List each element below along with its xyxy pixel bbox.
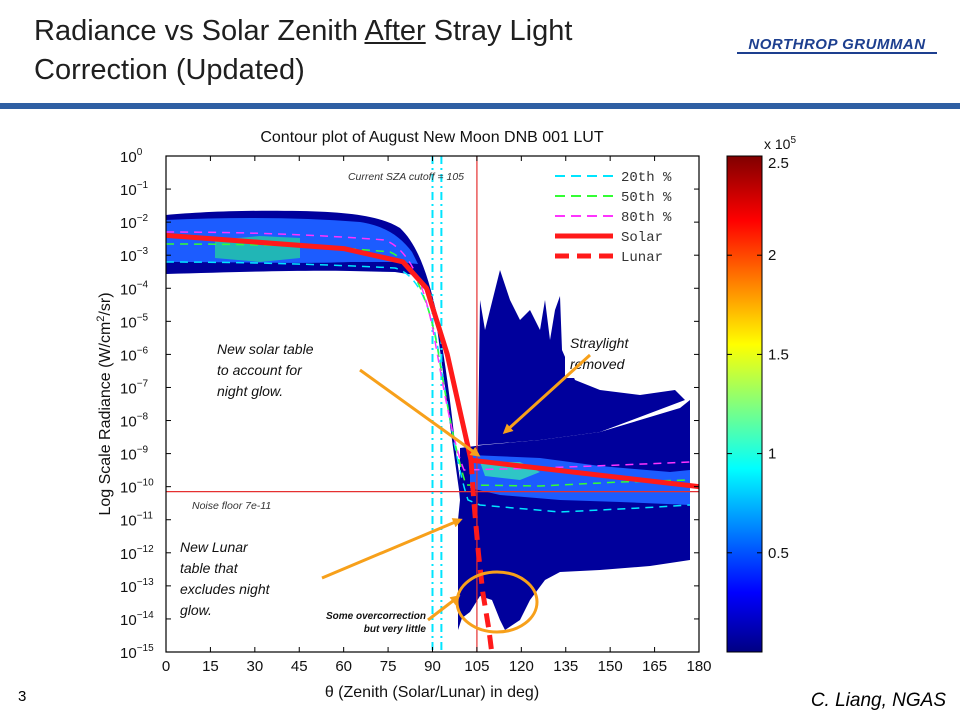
annotation-overcorrection: Some overcorrection but very little	[326, 611, 426, 635]
x-tick-label: 0	[162, 658, 170, 675]
x-tick-label: 45	[291, 658, 308, 675]
annotation-overcorrection-line1: Some overcorrection	[326, 611, 426, 622]
page-number: 3	[18, 688, 27, 705]
series-lunar-line	[468, 460, 495, 652]
annotation-new-solar-line3: night glow.	[217, 383, 283, 399]
arrow-overcorrection	[427, 595, 461, 622]
svg-text:NORTHROP GRUMMAN: NORTHROP GRUMMAN	[748, 36, 926, 53]
legend-label: 80th %	[621, 210, 672, 226]
y-tick-label: 10−9	[120, 445, 149, 464]
y-tick-label: 10−15	[120, 643, 154, 662]
x-axis: 0 15 30 45 60 75 90 105 120 135 150 165 180	[162, 156, 712, 675]
x-tick-label: 60	[335, 658, 352, 675]
y-axis-label: Log Scale Radiance (W/cm2/sr)	[95, 292, 114, 515]
colorbar-multiplier: x 105	[764, 135, 796, 152]
colorbar-ticks: 0.5 1 1.5 2 2.5	[727, 155, 789, 562]
colorbar	[726, 155, 763, 653]
legend: 20th % 50th % 80th % Solar Lunar	[547, 162, 689, 266]
x-tick-label: 135	[553, 658, 578, 675]
y-tick-label: 10−13	[120, 577, 154, 596]
y-tick-label: 10−3	[120, 246, 149, 265]
y-tick-label: 10−2	[120, 213, 149, 232]
noise-floor-label: Noise floor 7e-11	[192, 500, 271, 512]
y-tick-label: 10−11	[120, 511, 153, 530]
annotation-new-lunar-line4: glow.	[180, 602, 212, 618]
x-tick-label: 180	[686, 658, 711, 675]
x-tick-label: 90	[424, 658, 441, 675]
x-tick-label: 165	[642, 658, 667, 675]
colorbar-tick-label: 1.5	[768, 346, 789, 363]
percentile-curves	[166, 231, 691, 513]
overcorrection-circle	[455, 570, 539, 634]
y-tick-label: 10−5	[120, 312, 149, 331]
colorbar-tick-label: 1	[768, 446, 776, 463]
annotation-new-lunar-line2: table that	[180, 560, 239, 576]
colorbar-tick-label: 0.5	[768, 545, 789, 562]
x-tick-label: 30	[246, 658, 263, 675]
annotation-arrows	[321, 353, 592, 634]
title-rule	[0, 103, 960, 109]
x-tick-label: 120	[509, 658, 534, 675]
y-tick-label: 10−14	[120, 610, 154, 629]
y-tick-label: 10−1	[120, 180, 149, 199]
legend-label: 20th %	[621, 170, 672, 186]
annotation-new-lunar-line3: excludes night	[180, 581, 271, 597]
annotation-overcorrection-line2: but very little	[364, 624, 427, 635]
annotation-new-lunar: New Lunar table that excludes night glow…	[180, 539, 271, 618]
arrow-new-solar	[359, 368, 481, 457]
arrow-new-lunar	[321, 518, 463, 580]
arrow-straylight	[502, 353, 592, 435]
legend-label: 50th %	[621, 190, 672, 206]
annotation-new-solar: New solar table to account for night glo…	[217, 341, 314, 399]
author-credit: C. Liang, NGAS	[810, 690, 946, 711]
contour-fill-straylight-spikes	[478, 270, 685, 445]
legend-label: Lunar	[621, 250, 663, 266]
x-tick-label: 105	[464, 658, 489, 675]
annotation-new-solar-line2: to account for	[217, 362, 303, 378]
company-logo: NORTHROP GRUMMAN	[737, 36, 937, 54]
y-tick-label: 10−4	[120, 279, 149, 298]
annotation-straylight-line1: Straylight	[570, 335, 629, 351]
annotation-new-solar-line1: New solar table	[217, 341, 314, 357]
reference-lines	[166, 156, 699, 652]
sza-cutoff-label: Current SZA cutoff = 105	[348, 171, 464, 183]
annotation-straylight-bg	[565, 330, 645, 378]
colorbar-tick-label: 2.5	[768, 155, 789, 172]
y-axis: 100 10−1 10−2 10−3 10−4 10−5 10−6 10−7 10−8 10−9 1…	[120, 147, 699, 662]
legend-label: Solar	[621, 230, 663, 246]
x-tick-label: 15	[202, 658, 219, 675]
legend-box	[547, 162, 689, 266]
chart-title: Contour plot of August New Moon DNB 001 …	[260, 129, 604, 146]
y-tick-label: 10−10	[120, 478, 154, 497]
annotation-new-lunar-line1: New Lunar	[180, 539, 249, 555]
percentile-50-curve	[166, 243, 691, 487]
y-tick-label: 10−6	[120, 345, 149, 364]
y-tick-label: 10−12	[120, 544, 154, 563]
y-tick-label: 10−7	[120, 378, 149, 397]
x-tick-label: 75	[380, 658, 397, 675]
x-axis-label: θ (Zenith (Solar/Lunar) in deg)	[325, 684, 539, 701]
y-tick-label: 100	[120, 147, 143, 166]
colorbar-tick-label: 2	[768, 247, 776, 264]
slide-title: Radiance vs Solar Zenith After Stray Lig…	[34, 15, 573, 86]
y-tick-label: 10−8	[120, 412, 149, 431]
x-tick-label: 150	[598, 658, 623, 675]
